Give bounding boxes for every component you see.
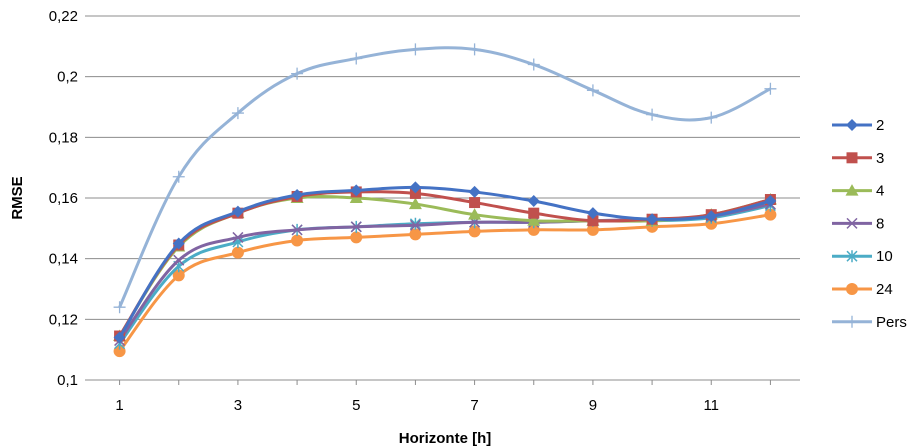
data-point	[113, 345, 126, 358]
data-point	[586, 223, 599, 236]
data-point	[646, 108, 659, 121]
legend-item: 24	[832, 281, 893, 298]
x-tick-label: 3	[234, 397, 242, 414]
legend-item: 10	[832, 248, 893, 265]
series-4	[113, 191, 777, 342]
legend-item: 3	[832, 150, 884, 167]
data-point	[587, 215, 599, 227]
legend-label: Pers	[876, 314, 907, 331]
x-tick-label: 9	[589, 397, 597, 414]
data-point	[409, 43, 422, 56]
data-point	[646, 213, 659, 226]
data-point	[846, 119, 858, 131]
data-point	[468, 225, 481, 238]
x-axis-ticks: 1 3 5 7 9 11	[115, 380, 771, 414]
data-point	[764, 195, 777, 208]
legend-label: 24	[876, 281, 893, 298]
data-point	[409, 217, 421, 230]
legend-label: 3	[876, 150, 884, 167]
data-point	[586, 84, 599, 97]
data-point	[705, 111, 718, 124]
data-point	[172, 269, 185, 282]
y-axis-title: RMSE	[9, 176, 26, 219]
series-Pers	[113, 43, 777, 314]
y-tick-label: 0,14	[49, 251, 78, 268]
data-point	[586, 207, 599, 220]
data-point	[291, 67, 304, 80]
data-point	[845, 184, 859, 196]
legend-item: Pers	[832, 314, 907, 331]
x-tick-label: 1	[115, 397, 123, 414]
x-tick-label: 5	[352, 397, 360, 414]
data-point	[291, 188, 304, 201]
legend-label: 8	[876, 215, 884, 232]
data-point	[846, 250, 858, 263]
data-point	[409, 181, 422, 194]
x-tick-label: 7	[470, 397, 478, 414]
data-point	[846, 315, 858, 328]
x-axis-title: Horizonte [h]	[399, 430, 491, 447]
y-tick-label: 0,2	[57, 69, 78, 86]
legend-label: 2	[876, 117, 884, 134]
data-point	[468, 208, 482, 220]
data-point	[468, 185, 481, 198]
data-point	[409, 219, 421, 231]
data-point	[350, 221, 362, 233]
y-tick-label: 0,12	[49, 311, 78, 328]
series-2	[113, 181, 777, 344]
data-point	[764, 208, 777, 221]
data-point	[527, 58, 540, 71]
data-point	[350, 184, 363, 197]
y-tick-label: 0,18	[49, 129, 78, 146]
x-tick-label: 11	[703, 397, 719, 414]
y-tick-label: 0,1	[57, 372, 78, 389]
data-point	[231, 205, 244, 218]
legend-item: 2	[832, 117, 884, 134]
legend-item: 4	[832, 183, 884, 200]
data-point	[172, 170, 185, 183]
legend: 2 3 4 8 10 24 Pers	[832, 117, 907, 331]
series-24	[113, 208, 777, 358]
data-point	[231, 107, 244, 120]
data-point	[172, 237, 185, 250]
data-point	[527, 223, 540, 236]
legend-item: 8	[832, 215, 884, 232]
data-point	[291, 224, 303, 236]
y-tick-label: 0,22	[49, 8, 78, 25]
data-point	[468, 43, 481, 56]
series-line	[118, 46, 772, 308]
data-point	[232, 231, 244, 243]
data-point	[409, 228, 422, 241]
data-point	[409, 187, 421, 199]
data-point	[350, 231, 363, 244]
data-point	[764, 82, 777, 95]
series-group	[113, 43, 777, 358]
data-point	[350, 52, 363, 65]
data-point	[846, 217, 858, 229]
data-point	[846, 283, 858, 295]
gridlines	[90, 15, 800, 320]
data-point	[231, 246, 244, 259]
data-point	[408, 197, 422, 210]
series-line	[118, 213, 771, 353]
data-point	[113, 331, 126, 344]
data-point	[528, 207, 540, 219]
data-point	[846, 152, 858, 164]
data-point	[527, 214, 541, 226]
series-line	[118, 190, 771, 337]
legend-label: 4	[876, 183, 884, 200]
y-axis-ticks: 0,1 0,12 0,14 0,16 0,18 0,2 0,22	[49, 8, 90, 389]
data-point	[705, 210, 718, 223]
data-point	[113, 301, 126, 314]
data-point	[291, 234, 304, 247]
data-point	[469, 197, 481, 209]
legend-label: 10	[876, 248, 893, 265]
data-point	[173, 254, 185, 266]
data-point	[527, 195, 540, 208]
y-tick-label: 0,16	[49, 190, 78, 207]
